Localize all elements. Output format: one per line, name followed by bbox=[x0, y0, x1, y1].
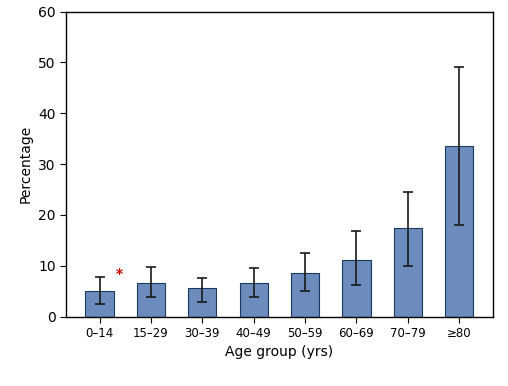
X-axis label: Age group (yrs): Age group (yrs) bbox=[226, 345, 333, 359]
Bar bbox=[394, 228, 422, 317]
Bar bbox=[137, 283, 165, 317]
Bar bbox=[445, 146, 473, 317]
Bar bbox=[240, 283, 268, 317]
Text: *: * bbox=[116, 267, 123, 281]
Bar bbox=[85, 291, 114, 317]
Bar bbox=[188, 288, 216, 317]
Y-axis label: Percentage: Percentage bbox=[18, 125, 33, 203]
Bar bbox=[291, 273, 319, 317]
Bar bbox=[342, 260, 371, 317]
